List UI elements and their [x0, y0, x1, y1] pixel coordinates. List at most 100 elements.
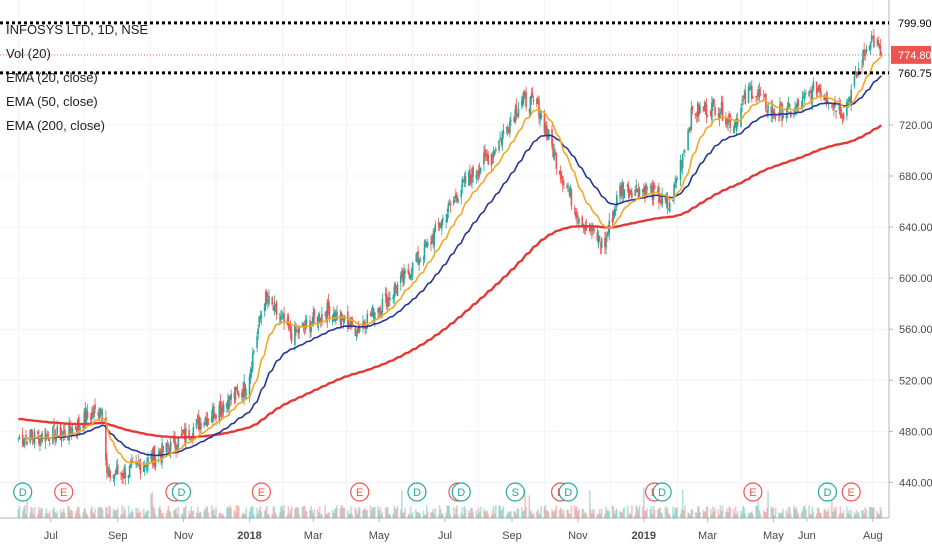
- candle-body: [774, 115, 777, 117]
- volume-bar: [129, 512, 132, 518]
- candle-body: [339, 315, 342, 322]
- candle-body: [525, 92, 527, 108]
- volume-bar: [369, 505, 372, 518]
- candle-body: [714, 107, 716, 116]
- legend-ema-20[interactable]: EMA (20, close): [6, 70, 98, 85]
- candle-body: [374, 312, 376, 321]
- volume-bar: [561, 513, 564, 518]
- candle-body: [396, 284, 399, 296]
- candle-body: [440, 220, 443, 229]
- volume-bar: [356, 513, 359, 518]
- candle-body: [21, 434, 24, 445]
- candle-body: [195, 419, 198, 429]
- volume-bar: [417, 511, 419, 518]
- candle-body: [196, 415, 199, 418]
- legend-ema-200[interactable]: EMA (200, close): [6, 118, 105, 133]
- candle-body: [637, 189, 640, 198]
- volume-bar: [25, 514, 27, 518]
- candle-body: [691, 106, 694, 110]
- volume-bar: [464, 509, 467, 518]
- volume-bar: [755, 505, 757, 518]
- volume-bar: [842, 510, 845, 518]
- volume-bar: [779, 513, 781, 518]
- candle-body: [112, 475, 115, 479]
- candle-body: [350, 318, 352, 328]
- volume-bar: [566, 509, 568, 518]
- volume-bar: [808, 505, 810, 518]
- candle-body: [357, 327, 360, 332]
- candle-body: [334, 311, 336, 322]
- volume-bar: [79, 514, 81, 518]
- volume-bar: [573, 505, 576, 518]
- volume-bar: [861, 510, 863, 518]
- volume-bar: [868, 506, 871, 518]
- volume-bar: [570, 505, 573, 518]
- volume-bar: [800, 512, 803, 518]
- volume-bar: [167, 505, 170, 518]
- candle-body: [841, 116, 844, 118]
- candle-body: [751, 85, 753, 99]
- candle-body: [591, 228, 593, 232]
- candle-body: [457, 199, 459, 202]
- candle-body: [543, 113, 546, 133]
- candle-body: [177, 436, 180, 448]
- candle-body: [641, 189, 644, 193]
- volume-bar: [176, 514, 178, 518]
- candle-body: [79, 425, 81, 431]
- candle-body: [720, 101, 723, 113]
- volume-bar: [215, 507, 217, 518]
- candle-body: [230, 393, 232, 400]
- volume-bar: [702, 510, 705, 518]
- volume-bar: [121, 505, 123, 518]
- volume-bar: [615, 508, 618, 518]
- volume-bar: [256, 507, 258, 518]
- legend-vol[interactable]: Vol (20): [6, 46, 51, 61]
- legend-ema-50[interactable]: EMA (50, close): [6, 94, 98, 109]
- event-marker-label: D: [457, 487, 465, 499]
- candle-body: [328, 306, 331, 320]
- candle-body: [561, 175, 564, 186]
- volume-bar: [147, 510, 149, 518]
- candle-body: [235, 386, 238, 391]
- volume-bar: [612, 506, 615, 518]
- volume-bar: [676, 507, 679, 518]
- candle-body: [243, 381, 245, 398]
- volume-bar: [320, 514, 322, 518]
- candle-body: [184, 428, 187, 443]
- volume-bar: [105, 506, 107, 518]
- candle-body: [174, 436, 176, 448]
- candle-body: [680, 160, 683, 166]
- volume-bar: [510, 510, 512, 518]
- volume-bar: [408, 514, 411, 518]
- candle-body: [17, 437, 20, 439]
- event-marker-circle: [54, 482, 74, 502]
- volume-bar: [137, 508, 140, 518]
- candle-body: [173, 436, 175, 443]
- event-marker-circle: [652, 482, 672, 502]
- volume-bar: [517, 508, 520, 518]
- volume-bar: [392, 513, 394, 518]
- candle-body: [94, 404, 96, 409]
- candle-body: [105, 417, 107, 461]
- volume-bar: [515, 513, 518, 518]
- volume-bar: [297, 507, 299, 518]
- volume-bar: [506, 511, 509, 518]
- candle-body: [880, 51, 883, 53]
- volume-bar: [709, 509, 712, 518]
- volume-bar: [645, 510, 647, 518]
- volume-bar: [531, 514, 534, 518]
- candle-body: [369, 313, 372, 316]
- volume-bar: [524, 488, 526, 518]
- volume-bar: [195, 512, 198, 518]
- candle-body: [423, 243, 426, 260]
- x-tick-label: 2018: [237, 530, 261, 542]
- volume-bar: [253, 514, 255, 518]
- volume-bar: [477, 507, 480, 518]
- candle-body: [878, 44, 881, 46]
- candle-body: [469, 169, 471, 179]
- volume-bar: [469, 513, 471, 518]
- volume-bar: [611, 505, 614, 518]
- candle-body: [407, 269, 410, 274]
- volume-bar: [24, 505, 26, 518]
